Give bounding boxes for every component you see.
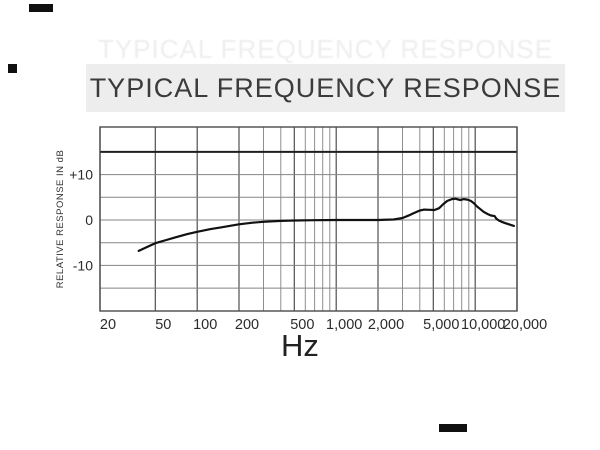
x-tick-label: 20,000 [503, 317, 547, 333]
x-tick-label: 200 [235, 317, 259, 333]
y-axis-title: RELATIVE RESPONSE IN dB [55, 150, 66, 289]
scan-artifact-bottom-right [439, 424, 467, 432]
y-tick-label: -10 [73, 257, 93, 273]
y-tick-label: +10 [69, 167, 93, 183]
response-curve [137, 197, 515, 252]
page-title: TYPICAL FREQUENCY RESPONSE [89, 72, 562, 103]
scan-artifact-top-left [29, 4, 53, 12]
x-tick-label: 10,000 [461, 317, 505, 333]
scan-artifact-left-edge [8, 64, 17, 73]
x-tick-label: 2,000 [368, 317, 404, 333]
plot-border [99, 126, 518, 312]
x-tick-label: 100 [193, 317, 217, 333]
ghost-title-bleedthrough: TYPICAL FREQUENCY RESPONSE [97, 34, 554, 64]
x-tick-label: 5,000 [423, 317, 459, 333]
title-banner: TYPICAL FREQUENCY RESPONSE [86, 64, 565, 112]
x-tick-label: 20 [100, 317, 116, 333]
x-tick-label: 50 [155, 317, 171, 333]
y-tick-label: 0 [85, 212, 93, 228]
x-axis-unit-label: Hz [281, 328, 319, 363]
x-tick-label: 500 [290, 317, 314, 333]
x-tick-label: 1,000 [326, 317, 362, 333]
